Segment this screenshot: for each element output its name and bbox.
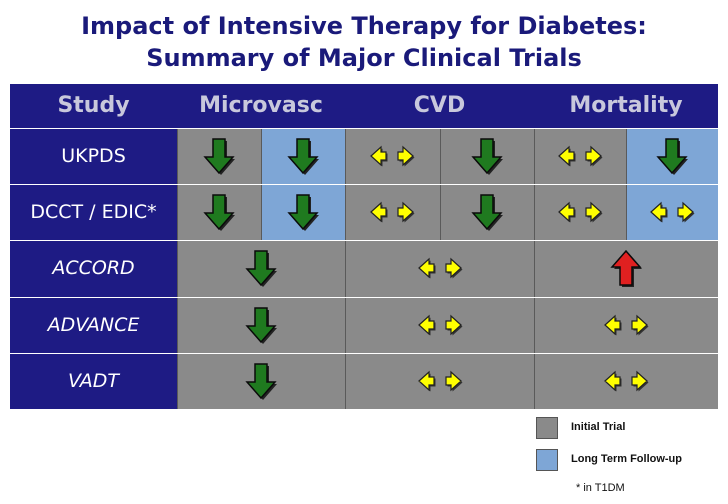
header-cvd: CVD	[345, 84, 534, 128]
cell-divider	[261, 128, 262, 185]
mortality-cell	[626, 184, 718, 241]
down-arrow-icon	[287, 194, 319, 232]
footnote: * in T1DM	[576, 482, 625, 494]
row-divider	[10, 128, 718, 129]
cvd-cell	[345, 296, 534, 353]
row-divider	[10, 296, 718, 298]
down-arrow-icon	[656, 138, 688, 176]
mortality-cell	[626, 128, 718, 185]
trials-table: Study Microvasc CVD Mortality UKPDS DCCT …	[10, 84, 718, 409]
cvd-cell	[345, 184, 440, 241]
down-arrow-icon	[471, 194, 503, 232]
column-divider	[177, 240, 178, 297]
cvd-cell	[345, 128, 440, 185]
neutral-double-arrow-icon	[370, 201, 415, 223]
cell-divider	[626, 184, 627, 241]
down-arrow-icon	[287, 138, 319, 176]
column-divider	[534, 184, 535, 241]
down-arrow-icon	[245, 363, 277, 400]
microvasc-cell	[177, 128, 261, 185]
cell-divider	[626, 128, 627, 185]
neutral-double-arrow-icon	[558, 201, 603, 223]
header-microvasc: Microvasc	[177, 84, 345, 128]
microvasc-cell	[177, 296, 345, 353]
down-arrow-icon	[203, 194, 235, 232]
column-divider	[534, 296, 535, 353]
column-divider	[177, 352, 178, 409]
mortality-cell	[534, 184, 626, 241]
column-divider	[345, 184, 346, 241]
microvasc-cell	[177, 352, 345, 409]
microvasc-cell	[261, 184, 345, 241]
column-divider	[345, 240, 346, 297]
study-label: DCCT / EDIC*	[10, 184, 177, 241]
mortality-cell	[534, 128, 626, 185]
mortality-cell	[534, 352, 718, 409]
microvasc-cell	[177, 184, 261, 241]
study-label: VADT	[10, 352, 177, 409]
cvd-cell	[345, 240, 534, 297]
microvasc-cell	[177, 240, 345, 297]
cell-divider	[439, 184, 441, 241]
column-divider	[534, 128, 535, 185]
study-label: ADVANCE	[10, 296, 177, 353]
neutral-double-arrow-icon	[417, 258, 462, 279]
legend-followup-label: Long Term Follow-up	[571, 453, 682, 465]
down-arrow-icon	[245, 306, 277, 344]
header-mortality: Mortality	[534, 84, 718, 128]
neutral-double-arrow-icon	[417, 370, 462, 392]
down-arrow-icon	[245, 250, 277, 288]
title-line-1: Impact of Intensive Therapy for Diabetes…	[81, 12, 647, 40]
up-arrow-icon	[610, 250, 642, 288]
neutral-double-arrow-icon	[558, 145, 603, 167]
cell-divider	[261, 184, 262, 241]
neutral-double-arrow-icon	[604, 370, 649, 392]
column-divider	[177, 296, 178, 353]
column-divider	[345, 352, 346, 409]
cvd-cell	[439, 184, 534, 241]
study-label: UKPDS	[10, 128, 177, 185]
microvasc-cell	[261, 128, 345, 185]
mortality-cell	[534, 240, 718, 297]
neutral-double-arrow-icon	[370, 145, 415, 167]
column-divider	[345, 296, 346, 353]
cvd-cell	[345, 352, 534, 409]
column-divider	[177, 128, 178, 185]
title-line-2: Summary of Major Clinical Trials	[146, 44, 582, 72]
column-divider	[534, 240, 535, 297]
row-divider	[10, 240, 718, 242]
legend-initial-swatch	[536, 417, 558, 439]
down-arrow-icon	[471, 138, 503, 176]
neutral-double-arrow-icon	[650, 201, 695, 223]
down-arrow-icon	[203, 138, 235, 176]
column-divider	[534, 352, 535, 409]
row-divider	[10, 352, 718, 354]
row-divider	[10, 184, 718, 186]
legend-followup-swatch	[536, 449, 558, 471]
cvd-cell	[439, 128, 534, 185]
header-study: Study	[10, 84, 177, 128]
column-divider	[345, 128, 346, 185]
study-label: ACCORD	[10, 240, 177, 297]
mortality-cell	[534, 296, 718, 353]
neutral-double-arrow-icon	[417, 314, 462, 336]
neutral-double-arrow-icon	[604, 314, 649, 336]
legend-initial-label: Initial Trial	[571, 421, 626, 433]
column-divider	[177, 184, 178, 241]
cell-divider	[439, 128, 441, 185]
